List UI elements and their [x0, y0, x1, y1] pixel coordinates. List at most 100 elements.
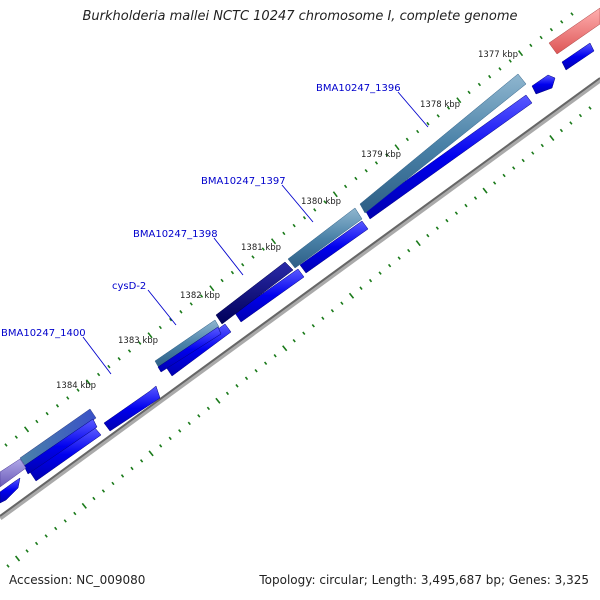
- gene-outer-1400[interactable]: [19, 408, 97, 468]
- tick-labels: 1377 kbp 1378 kbp 1379 kbp 1380 kbp 1381…: [56, 50, 518, 391]
- tick-mark: [107, 364, 111, 369]
- tick-mark: [230, 270, 235, 275]
- tick-mark: [549, 135, 555, 141]
- tick-mark: [34, 541, 39, 546]
- tick-mark: [206, 406, 211, 411]
- tick-label-1381: 1381 kbp: [241, 243, 281, 253]
- tick-mark: [292, 339, 296, 343]
- tick-mark: [66, 396, 70, 400]
- tick-mark: [251, 255, 255, 259]
- tick-mark: [477, 82, 482, 87]
- tick-mark: [387, 263, 392, 268]
- outer-gene-track: [0, 7, 600, 488]
- tick-mark: [292, 223, 296, 228]
- tick-mark: [139, 459, 144, 463]
- tick-mark: [529, 43, 533, 48]
- tick-mark: [254, 369, 258, 373]
- tick-mark: [464, 203, 468, 208]
- tick-mark: [415, 240, 421, 247]
- tick-mark: [73, 511, 77, 516]
- tick-ring-outer: [4, 12, 574, 447]
- tick-mark: [454, 211, 459, 215]
- tick-mark: [323, 200, 327, 204]
- tick-mark: [168, 436, 172, 441]
- tick-mark: [446, 106, 451, 110]
- tick-mark: [445, 218, 449, 223]
- gene-outer-1396[interactable]: [359, 73, 527, 214]
- tick-mark: [215, 397, 221, 404]
- topology-label: Topology: circular; Length: 3,495,687 bp…: [259, 573, 589, 587]
- tick-mark: [374, 161, 379, 165]
- tick-mark: [559, 128, 564, 133]
- tick-mark: [570, 12, 574, 16]
- tick-mark: [273, 354, 277, 358]
- tick-mark: [332, 191, 338, 198]
- tick-mark: [368, 278, 373, 283]
- tick-mark: [378, 271, 382, 275]
- tick-mark: [225, 391, 230, 396]
- tick-mark: [282, 345, 288, 352]
- tick-mark: [244, 376, 249, 381]
- tick-mark: [492, 181, 497, 185]
- tick-mark: [569, 121, 573, 125]
- tick-mark: [209, 285, 215, 292]
- tick-mark: [45, 411, 49, 416]
- tick-mark: [436, 114, 440, 118]
- tick-label-1384: 1384 kbp: [56, 381, 96, 391]
- gene-inner-3[interactable]: [364, 94, 533, 220]
- tick-mark: [302, 216, 307, 220]
- gene-outer-1398[interactable]: [215, 261, 294, 325]
- gene-label-bma10247-1400[interactable]: BMA10247_1400: [1, 328, 86, 339]
- gene-inner-1[interactable]: [561, 42, 595, 71]
- tick-mark: [44, 534, 48, 538]
- tick-mark: [549, 27, 554, 32]
- tick-mark: [394, 144, 400, 151]
- tick-mark: [364, 169, 368, 173]
- tick-label-1378: 1378 kbp: [420, 100, 460, 110]
- gene-label-bma10247-1397[interactable]: BMA10247_1397: [201, 176, 286, 187]
- tick-mark: [158, 325, 162, 330]
- tick-mark: [354, 176, 358, 181]
- tick-mark: [263, 361, 268, 365]
- backbone-shadow: [0, 77, 600, 521]
- gene-outer-1397[interactable]: [287, 207, 363, 269]
- tick-mark: [405, 137, 409, 142]
- tick-mark: [101, 489, 106, 493]
- tick-mark: [560, 20, 564, 24]
- gene-inner-5[interactable]: [234, 268, 305, 323]
- gene-inner-9[interactable]: [0, 477, 21, 504]
- tick-mark: [120, 474, 125, 478]
- tick-mark: [85, 379, 91, 386]
- gene-inner-7[interactable]: [103, 385, 161, 432]
- tick-mark: [270, 238, 277, 245]
- tick-mark: [25, 549, 29, 553]
- accession-label: Accession: NC_009080: [9, 573, 146, 587]
- tick-mark: [578, 113, 583, 118]
- gene-label-bma10247-1398[interactable]: BMA10247_1398: [133, 229, 218, 240]
- gene-outer-purple[interactable]: [0, 458, 27, 488]
- tick-mark: [96, 372, 101, 377]
- gene-outer-pink[interactable]: [548, 7, 600, 55]
- gene-outer-cysd2-blue[interactable]: [157, 326, 222, 373]
- tick-mark: [502, 173, 506, 178]
- tick-mark: [23, 426, 30, 433]
- tick-label-1377: 1377 kbp: [478, 50, 518, 60]
- gene-inner-4[interactable]: [299, 220, 369, 274]
- gene-label-bma10247-1396[interactable]: BMA10247_1396: [316, 83, 401, 94]
- tick-mark: [473, 196, 478, 200]
- tick-mark: [313, 208, 317, 212]
- tick-mark: [148, 450, 154, 457]
- tick-mark: [127, 349, 132, 353]
- gene-label-cysd-2[interactable]: cysD-2: [112, 281, 146, 292]
- tick-mark: [435, 226, 439, 230]
- tick-mark: [220, 278, 224, 283]
- tick-mark: [159, 444, 163, 448]
- tick-mark: [35, 419, 39, 424]
- tick-mark: [512, 166, 516, 170]
- gene-outer-1400-blue[interactable]: [23, 418, 98, 475]
- gene-inner-2[interactable]: [531, 74, 556, 95]
- tick-mark: [539, 35, 543, 40]
- tick-mark: [111, 481, 115, 486]
- gene-outer-cysd2[interactable]: [154, 319, 220, 369]
- tick-mark: [385, 153, 389, 157]
